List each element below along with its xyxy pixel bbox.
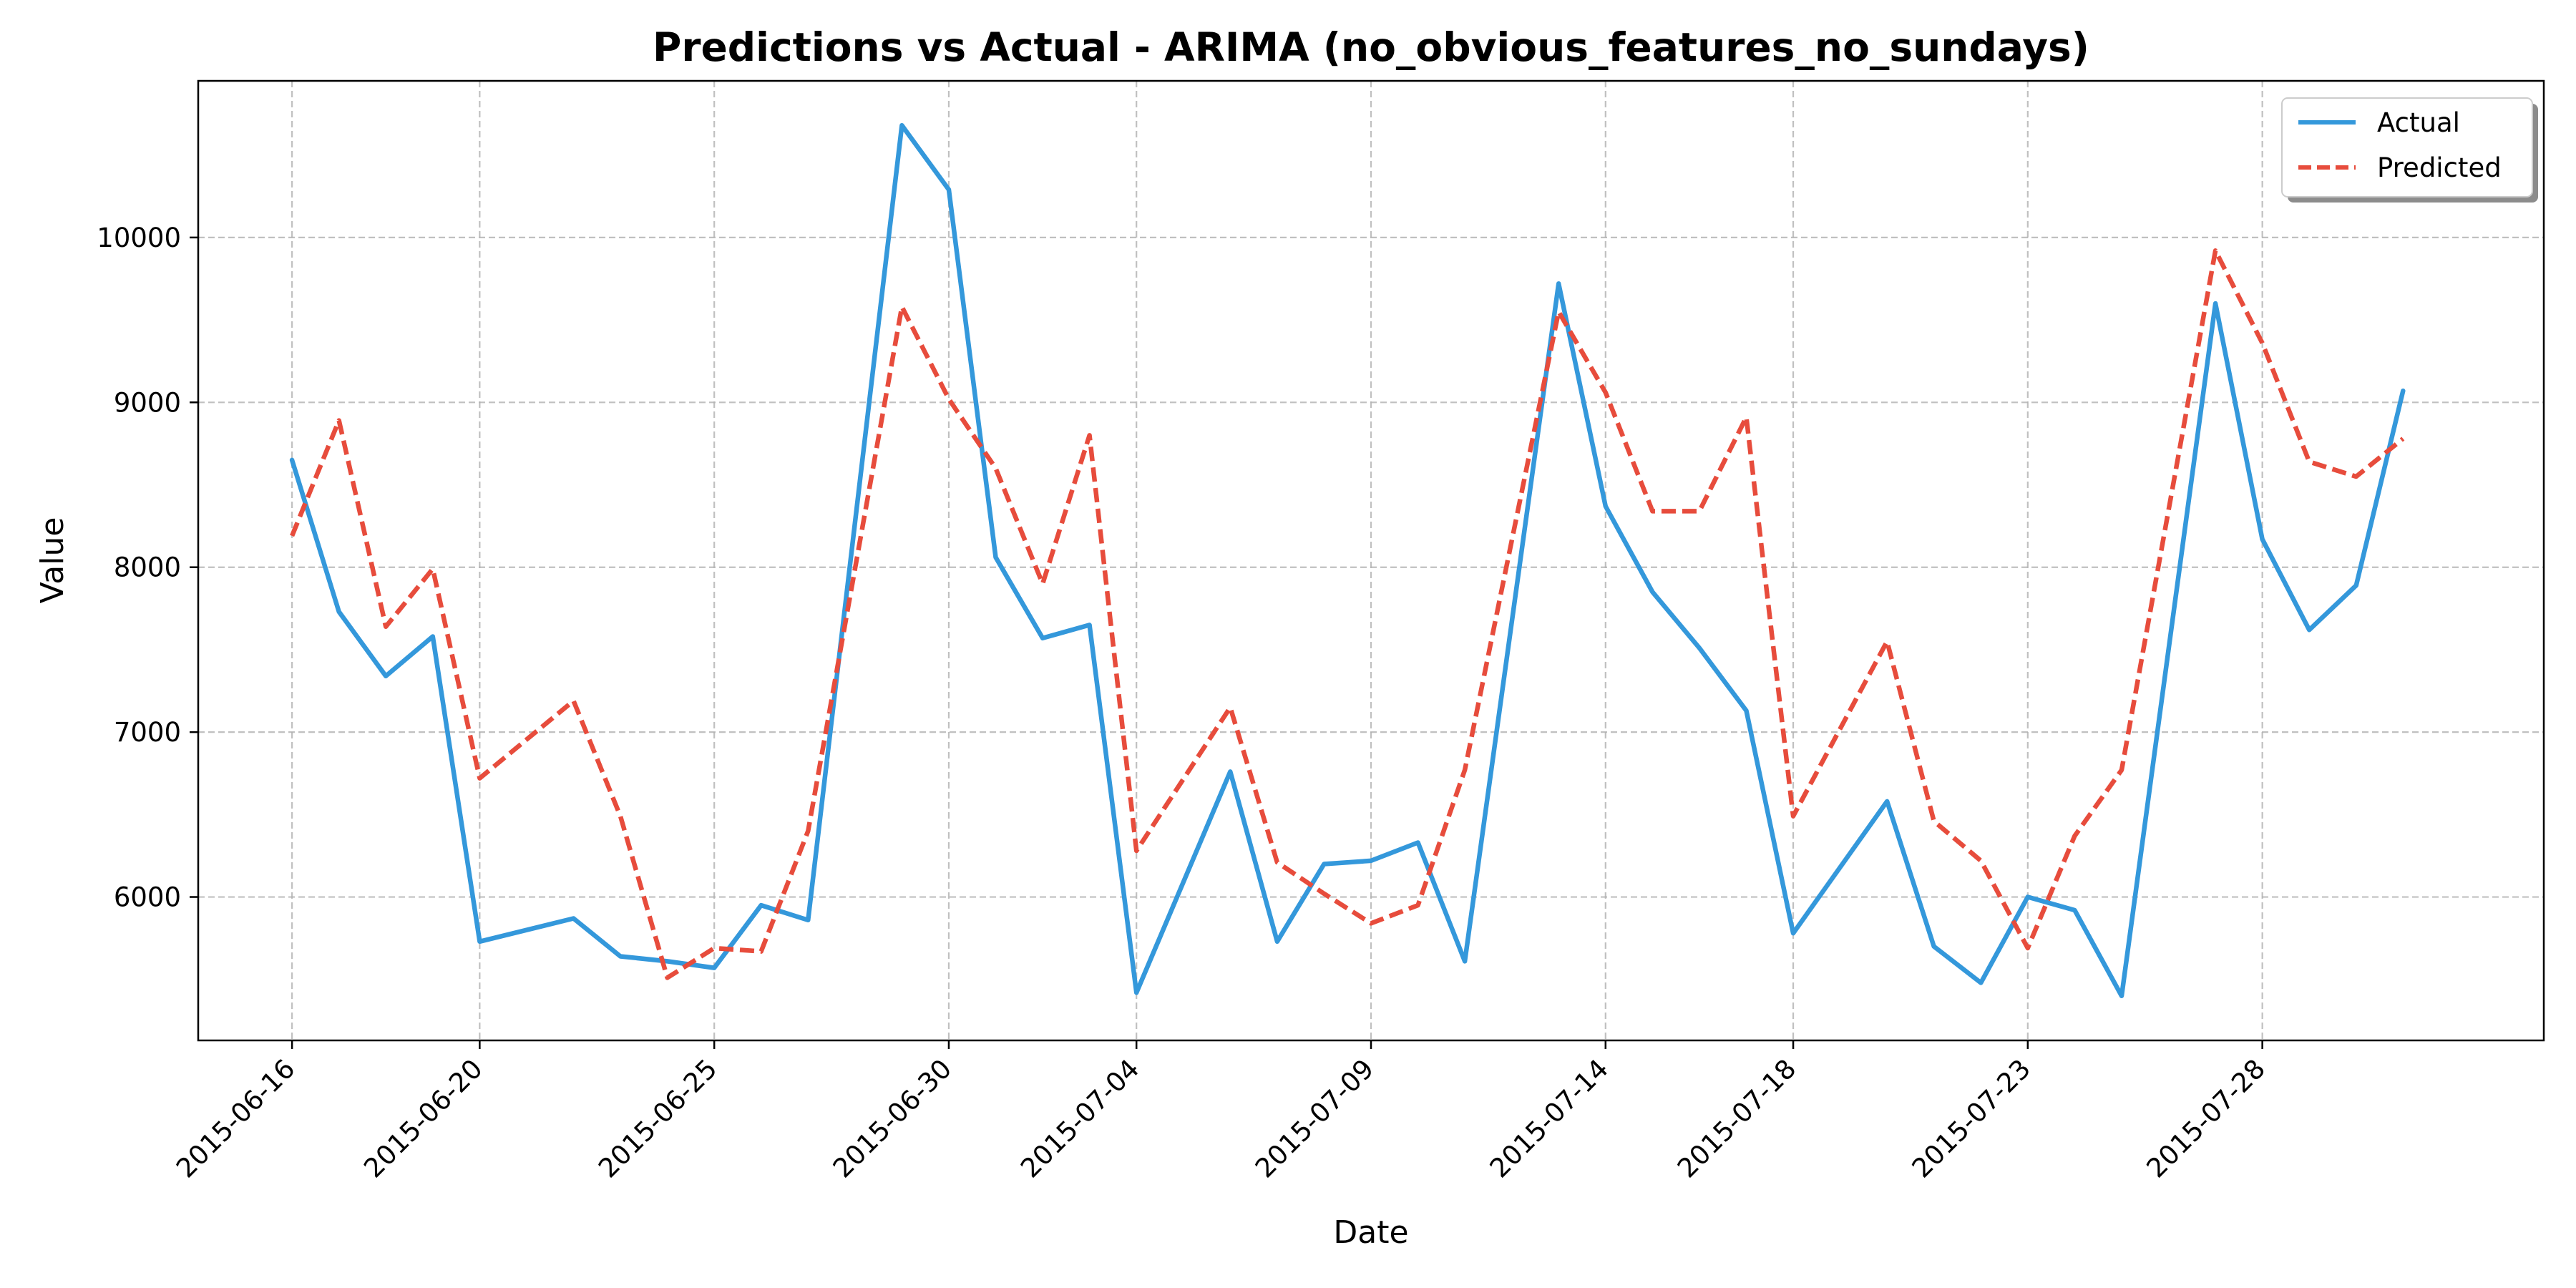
x-tick-label: 2015-07-09	[1249, 1053, 1380, 1184]
y-axis-label: Value	[34, 517, 71, 604]
legend-predicted-label: Predicted	[2377, 152, 2502, 183]
y-axis: 6000 7000 8000 9000 10000	[97, 223, 198, 913]
x-tick-label: 2015-07-28	[2141, 1053, 2271, 1184]
grid-layer	[198, 81, 2544, 1040]
series-line-predicted	[290, 248, 2405, 980]
x-tick-label: 2015-06-30	[827, 1053, 957, 1184]
y-tick-label: 6000	[114, 882, 181, 913]
x-axis: 2015-06-16 2015-06-20 2015-06-25 2015-06-30…	[170, 1040, 2271, 1184]
y-tick-label: 9000	[114, 387, 181, 418]
x-tick-label: 2015-07-18	[1672, 1053, 1802, 1184]
x-tick-label: 2015-06-25	[592, 1053, 723, 1184]
chart-title: Predictions vs Actual - ARIMA (no_obviou…	[653, 24, 2089, 70]
y-tick-label: 10000	[97, 223, 181, 253]
x-tick-label: 2015-07-23	[1906, 1053, 2036, 1184]
series-line-actual	[289, 122, 2406, 999]
x-tick-label: 2015-06-20	[358, 1053, 488, 1184]
series-layer	[289, 122, 2406, 999]
legend-actual-label: Actual	[2377, 107, 2460, 138]
x-tick-label: 2015-06-16	[170, 1053, 301, 1184]
y-tick-label: 8000	[114, 552, 181, 583]
x-axis-label: Date	[1333, 1214, 1408, 1251]
y-tick-label: 7000	[114, 717, 181, 748]
x-tick-label: 2015-07-14	[1484, 1053, 1614, 1184]
legend: Actual Predicted	[2281, 97, 2538, 203]
x-tick-label: 2015-07-04	[1015, 1053, 1145, 1184]
